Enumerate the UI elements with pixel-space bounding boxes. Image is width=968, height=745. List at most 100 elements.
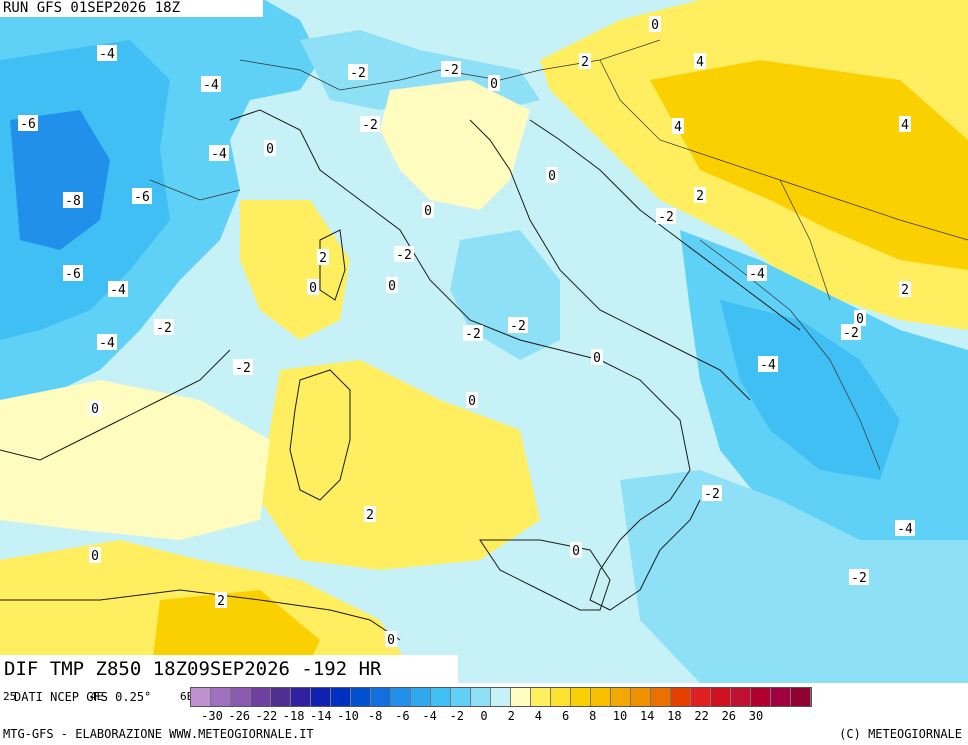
isoline-label-bg	[441, 61, 461, 77]
colorbar-swatch	[571, 688, 591, 706]
colorbar-tick-label: -8	[367, 709, 383, 723]
colorbar-swatch	[591, 688, 611, 706]
isoline-label-bg	[758, 356, 778, 372]
isoline-label: -4	[211, 147, 227, 162]
isoline-label: 0	[387, 633, 395, 648]
colorbar-swatch	[431, 688, 451, 706]
isoline-label-bg	[591, 349, 603, 365]
colorbar-swatch	[691, 688, 711, 706]
isoline-label: 2	[366, 508, 374, 523]
isoline-label: 2	[319, 251, 327, 266]
isoline-label: -4	[99, 47, 115, 62]
cold-eastern-med	[620, 470, 968, 683]
colorbar-swatch	[251, 688, 271, 706]
isoline-label: 0	[490, 77, 498, 92]
isoline-label-bg	[546, 167, 558, 183]
isoline-label-bg	[899, 281, 911, 297]
isoline-label-bg	[215, 592, 227, 608]
neutral-warm-western-med	[0, 380, 270, 540]
isoline-label-bg	[849, 569, 869, 585]
isoline-label: -2	[235, 361, 251, 376]
colorbar-tick-label: 4	[534, 709, 543, 723]
colorbar-swatch	[271, 688, 291, 706]
colorbar-tick-label: -14	[309, 709, 332, 723]
colorbar-swatch	[631, 688, 651, 706]
isoline-label: -6	[134, 190, 150, 205]
footer-copyright: (C) METEOGIORNALE	[839, 727, 962, 741]
colorbar-tick-label: -10	[337, 709, 359, 723]
isoline-label: -2	[704, 487, 720, 502]
isoline-label: 0	[424, 204, 432, 219]
isoline-label-bg	[364, 506, 376, 522]
isoline-label: 4	[696, 55, 704, 70]
isoline-label: -2	[362, 118, 378, 133]
colorbar-tick-label: 2	[507, 709, 515, 723]
colorbar-swatch	[371, 688, 391, 706]
isoline-label: -6	[20, 117, 36, 132]
colorbar-tick-label: -22	[255, 709, 278, 723]
isoline-label: 0	[309, 281, 317, 296]
isoline-label: -2	[156, 321, 172, 336]
isoline-label: -4	[760, 358, 776, 373]
colorbar-swatch	[451, 688, 471, 706]
isoline-label-bg	[360, 116, 380, 132]
isoline-label-bg	[385, 631, 397, 647]
isoline-label-bg	[672, 118, 684, 134]
colorbar-swatch	[471, 688, 491, 706]
isoline-label-bg	[579, 53, 591, 69]
colorbar-swatch	[411, 688, 431, 706]
left-tick: 6E	[180, 690, 194, 703]
isoline-label: 0	[856, 312, 864, 327]
colorbar-swatch	[331, 688, 351, 706]
isoline-label: -8	[65, 194, 81, 209]
isoline-label-bg	[656, 208, 676, 224]
isoline-label-bg	[570, 542, 582, 558]
colorbar-swatch	[751, 688, 771, 706]
colorbar-tick-label: 6	[561, 709, 570, 723]
isoline-label-bg	[264, 140, 276, 156]
colorbar-tick-label: 14	[639, 709, 655, 723]
isoline-label-bg	[854, 310, 866, 326]
colorbar-swatch	[351, 688, 371, 706]
colorbar-swatch	[311, 688, 331, 706]
isoline-label-bg	[108, 281, 128, 297]
isoline-label-bg	[97, 45, 117, 61]
isoline-label-bg	[233, 359, 253, 375]
colorbar-swatch	[611, 688, 631, 706]
colorbar-tick-label: -4	[422, 709, 437, 723]
isoline-label: 2	[581, 55, 589, 70]
isoline-label: -4	[99, 336, 115, 351]
isoline-label: -2	[510, 319, 526, 334]
isoline-label-bg	[18, 115, 38, 131]
isoline-label: -2	[843, 326, 859, 341]
run-title: RUN GFS 01SEP2026 18Z	[0, 0, 263, 17]
isoline-label-bg	[89, 400, 101, 416]
isoline-label-bg	[694, 187, 706, 203]
colorbar-swatch	[771, 688, 791, 706]
field-title: DIF TMP Z850 18Z09SEP2026 -192 HR	[0, 655, 458, 683]
country-borders	[149, 39, 968, 471]
coastlines	[0, 109, 801, 641]
colorbar-tick-label: -26	[228, 709, 251, 723]
colorbar-swatch	[551, 688, 571, 706]
isoline-label: -2	[443, 63, 459, 78]
isoline-label: -4	[203, 78, 219, 93]
isoline-label: 0	[651, 18, 659, 33]
isoline-label: -2	[350, 66, 366, 81]
isoline-label-bg	[394, 246, 414, 262]
colorbar-swatch	[191, 688, 211, 706]
isoline-label: 0	[572, 544, 580, 559]
isoline-label-bg	[348, 64, 368, 80]
isoline-label: 0	[548, 169, 556, 184]
colorbar-swatch	[731, 688, 751, 706]
colorbar-swatch	[531, 688, 551, 706]
isoline-label: -4	[110, 283, 126, 298]
colorbar-tick-label: 26	[721, 709, 737, 723]
colorbar-swatch	[231, 688, 251, 706]
isoline-label: 4	[674, 120, 682, 135]
colorbar-tick-label: -6	[395, 709, 410, 723]
colorbar-swatch	[671, 688, 691, 706]
isoline-label: 2	[696, 189, 704, 204]
